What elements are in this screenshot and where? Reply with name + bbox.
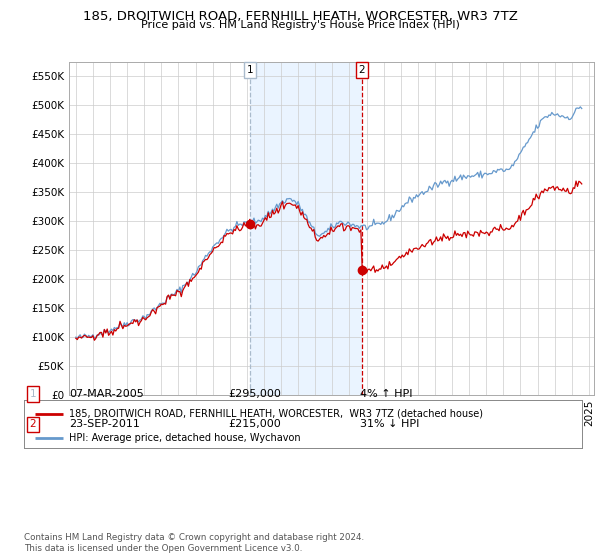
Text: 185, DROITWICH ROAD, FERNHILL HEATH, WORCESTER, WR3 7TZ: 185, DROITWICH ROAD, FERNHILL HEATH, WOR…	[83, 10, 517, 22]
Text: £295,000: £295,000	[228, 389, 281, 399]
Text: 2: 2	[29, 419, 37, 430]
Bar	[250, 62, 362, 395]
Text: 23-SEP-2011: 23-SEP-2011	[69, 419, 140, 430]
Text: 31% ↓ HPI: 31% ↓ HPI	[360, 419, 419, 430]
Text: Price paid vs. HM Land Registry's House Price Index (HPI): Price paid vs. HM Land Registry's House …	[140, 20, 460, 30]
Text: £215,000: £215,000	[228, 419, 281, 430]
Text: 185, DROITWICH ROAD, FERNHILL HEATH, WORCESTER,  WR3 7TZ (detached house): 185, DROITWICH ROAD, FERNHILL HEATH, WOR…	[68, 409, 482, 419]
Text: 2: 2	[358, 65, 365, 75]
Text: HPI: Average price, detached house, Wychavon: HPI: Average price, detached house, Wych…	[68, 432, 300, 442]
Text: 07-MAR-2005: 07-MAR-2005	[69, 389, 144, 399]
Text: 4% ↑ HPI: 4% ↑ HPI	[360, 389, 413, 399]
Text: 1: 1	[29, 389, 37, 399]
Text: Contains HM Land Registry data © Crown copyright and database right 2024.
This d: Contains HM Land Registry data © Crown c…	[24, 533, 364, 553]
Text: 1: 1	[247, 65, 253, 75]
